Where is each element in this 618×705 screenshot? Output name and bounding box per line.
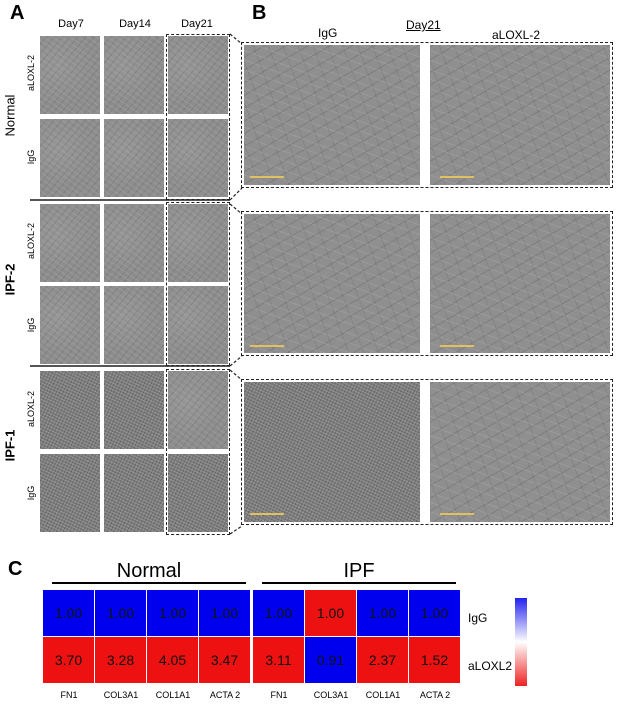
gene-label: COL1A1 xyxy=(365,690,401,700)
heatmap-cell: 3.70 xyxy=(43,637,95,683)
gene-label: COL3A1 xyxy=(313,690,349,700)
zoom-connectors xyxy=(229,33,243,535)
micrograph-b-ipf1-igg xyxy=(244,382,420,522)
gene-label: COL3A1 xyxy=(103,690,139,700)
panel-b-box-ipf2 xyxy=(241,211,613,356)
panel-b-title: Day21 xyxy=(406,18,441,32)
gene-label: ACTA 2 xyxy=(419,690,451,700)
micrograph-ipf1-igg-day14 xyxy=(104,454,164,532)
group-divider xyxy=(30,199,230,201)
heatmap-row-label-aloxl2: aLOXL2 xyxy=(468,659,513,673)
highlight-box-ipf1-day21 xyxy=(166,369,230,535)
panel-b-box-ipf1 xyxy=(241,379,613,525)
gene-label: FN1 xyxy=(270,690,288,700)
panel-label-c: C xyxy=(8,558,23,580)
scale-bar xyxy=(250,513,284,515)
panel-b-col-aloxl2: aLOXL-2 xyxy=(492,28,541,42)
micrograph-normal-aloxl2-day7 xyxy=(40,36,100,114)
scale-bar xyxy=(440,513,474,515)
micrograph-ipf1-aloxl2-day21 xyxy=(168,371,228,449)
panel-label-b: B xyxy=(252,2,267,24)
scale-bar xyxy=(440,176,474,178)
heatmap-row-label-igg: IgG xyxy=(468,611,488,625)
micrograph-ipf1-igg-day21 xyxy=(168,454,228,532)
micrograph-b-normal-aloxl2 xyxy=(430,45,610,185)
heatmap-cell: 1.52 xyxy=(409,637,461,683)
gene-label: COL1A1 xyxy=(155,690,191,700)
heatmap-cell: 1.00 xyxy=(147,590,199,636)
micrograph-ipf2-igg-day21 xyxy=(168,286,228,364)
micrograph-ipf2-aloxl2-day7 xyxy=(40,204,100,282)
heatmap-cell: 1.00 xyxy=(409,590,461,636)
micrograph-b-ipf1-aloxl2 xyxy=(430,382,610,522)
micrograph-normal-igg-day14 xyxy=(104,119,164,197)
micrograph-ipf1-igg-day7 xyxy=(40,454,100,532)
micrograph-ipf1-aloxl2-day14 xyxy=(104,371,164,449)
panel-b-box-normal xyxy=(241,42,613,188)
scale-bar xyxy=(250,345,284,347)
micrograph-ipf2-aloxl2-day21 xyxy=(168,204,228,282)
micrograph-b-ipf2-igg xyxy=(244,214,420,353)
micrograph-ipf2-igg-day7 xyxy=(40,286,100,364)
scale-bar xyxy=(250,176,284,178)
micrograph-b-ipf2-aloxl2 xyxy=(430,214,610,353)
panel-label-a: A xyxy=(10,2,25,24)
heatmap-group-normal: Normal xyxy=(116,560,182,582)
highlight-box-ipf2-day21 xyxy=(166,202,230,366)
heatmap-cell: 4.05 xyxy=(147,637,199,683)
heatmap-cell: 1.00 xyxy=(357,590,409,636)
col-header-day7: Day7 xyxy=(58,18,84,30)
scale-bar xyxy=(440,345,474,347)
micrograph-ipf2-aloxl2-day14 xyxy=(104,204,164,282)
color-scale-legend xyxy=(515,598,527,686)
col-header-day21: Day21 xyxy=(181,18,213,30)
heatmap-cell: 0.91 xyxy=(305,637,357,683)
heatmap-cell: 3.47 xyxy=(199,637,251,683)
group-divider xyxy=(30,365,230,367)
panel-b-col-igg: IgG xyxy=(318,26,338,40)
heatmap-cell: 1.00 xyxy=(305,590,357,636)
heatmap-cell: 3.11 xyxy=(253,637,305,683)
heatmap-cell: 1.00 xyxy=(43,590,95,636)
micrograph-normal-aloxl2-day14 xyxy=(104,36,164,114)
gene-label: FN1 xyxy=(60,690,78,700)
highlight-box-normal-day21 xyxy=(166,34,230,200)
col-header-day14: Day14 xyxy=(119,18,151,30)
heatmap-group-ipf: IPF xyxy=(343,560,375,582)
micrograph-normal-aloxl2-day21 xyxy=(168,36,228,114)
gene-label: ACTA 2 xyxy=(209,690,241,700)
group-underline xyxy=(262,582,456,584)
group-underline xyxy=(52,582,246,584)
micrograph-b-normal-igg xyxy=(244,45,420,185)
micrograph-normal-igg-day21 xyxy=(168,119,228,197)
heatmap-cell: 1.00 xyxy=(199,590,251,636)
heatmap-cell: 2.37 xyxy=(357,637,409,683)
heatmap-cell: 1.00 xyxy=(253,590,305,636)
micrograph-ipf1-aloxl2-day7 xyxy=(40,371,100,449)
heatmap-cell: 3.28 xyxy=(95,637,147,683)
heatmap-cell: 1.00 xyxy=(95,590,147,636)
micrograph-normal-igg-day7 xyxy=(40,119,100,197)
micrograph-ipf2-igg-day14 xyxy=(104,286,164,364)
